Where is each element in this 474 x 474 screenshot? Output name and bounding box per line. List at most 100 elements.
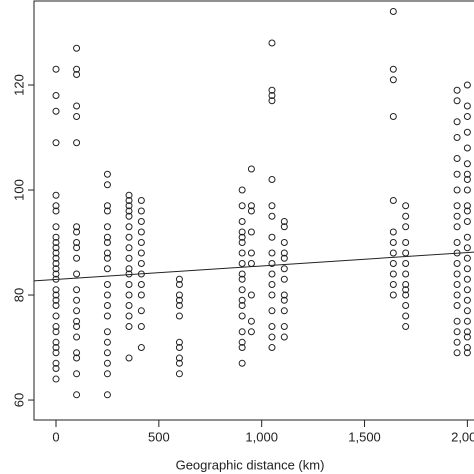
- point: [73, 333, 81, 341]
- point: [103, 391, 111, 399]
- x-tick-label: 500: [148, 429, 170, 444]
- point: [103, 349, 111, 357]
- point: [280, 323, 288, 331]
- point: [103, 281, 111, 289]
- point: [103, 223, 111, 231]
- point: [247, 249, 255, 257]
- point: [247, 260, 255, 268]
- point: [73, 349, 81, 357]
- point: [73, 71, 81, 79]
- point: [73, 296, 81, 304]
- point: [268, 39, 276, 47]
- point: [103, 265, 111, 273]
- point: [125, 244, 133, 252]
- point: [389, 249, 397, 257]
- point: [389, 8, 397, 16]
- point: [463, 233, 471, 241]
- point: [238, 338, 246, 346]
- point: [52, 338, 60, 346]
- point: [238, 233, 246, 241]
- point: [73, 102, 81, 110]
- point: [52, 233, 60, 241]
- point: [103, 302, 111, 310]
- point: [268, 291, 276, 299]
- point: [125, 281, 133, 289]
- point: [52, 207, 60, 215]
- point: [73, 223, 81, 231]
- point: [137, 291, 145, 299]
- x-tick-label: 1,000: [245, 429, 278, 444]
- point: [52, 312, 60, 320]
- point: [175, 281, 183, 289]
- point: [52, 302, 60, 310]
- point: [52, 92, 60, 100]
- point: [280, 307, 288, 315]
- point: [73, 139, 81, 147]
- point: [137, 249, 145, 257]
- point: [238, 302, 246, 310]
- point: [463, 102, 471, 110]
- point: [402, 239, 410, 247]
- trend-line: [33, 251, 474, 282]
- point: [175, 370, 183, 378]
- point: [137, 344, 145, 352]
- point: [463, 176, 471, 184]
- point: [453, 270, 461, 278]
- point: [247, 317, 255, 325]
- point: [268, 281, 276, 289]
- point: [175, 359, 183, 367]
- point: [463, 344, 471, 352]
- point: [389, 65, 397, 73]
- point: [453, 239, 461, 247]
- point: [137, 218, 145, 226]
- point: [463, 307, 471, 315]
- point: [453, 349, 461, 357]
- point: [73, 44, 81, 52]
- point: [52, 365, 60, 373]
- point: [389, 76, 397, 84]
- point: [247, 228, 255, 236]
- point: [247, 202, 255, 210]
- point: [73, 286, 81, 294]
- point: [402, 260, 410, 268]
- point: [389, 260, 397, 268]
- point: [463, 286, 471, 294]
- point: [463, 170, 471, 178]
- point: [125, 197, 133, 205]
- point: [453, 118, 461, 126]
- point: [268, 176, 276, 184]
- point: [137, 197, 145, 205]
- point: [73, 270, 81, 278]
- point: [103, 207, 111, 215]
- point: [463, 207, 471, 215]
- point: [52, 260, 60, 268]
- point: [389, 281, 397, 289]
- point: [453, 223, 461, 231]
- point: [125, 223, 133, 231]
- point: [238, 296, 246, 304]
- point: [137, 228, 145, 236]
- point: [463, 218, 471, 226]
- x-tick-label: 0: [52, 429, 59, 444]
- point: [463, 128, 471, 136]
- point: [73, 254, 81, 262]
- point: [280, 254, 288, 262]
- point: [52, 344, 60, 352]
- point: [268, 233, 276, 241]
- x-axis-label: Geographic distance (km): [176, 457, 325, 472]
- point: [453, 86, 461, 94]
- point: [268, 86, 276, 94]
- point: [463, 333, 471, 341]
- point: [73, 239, 81, 247]
- point: [389, 291, 397, 299]
- point: [463, 265, 471, 273]
- point: [453, 317, 461, 325]
- point: [103, 338, 111, 346]
- point: [280, 218, 288, 226]
- point: [280, 333, 288, 341]
- point: [52, 328, 60, 336]
- point: [238, 312, 246, 320]
- point: [238, 275, 246, 283]
- point: [280, 249, 288, 257]
- point: [453, 155, 461, 163]
